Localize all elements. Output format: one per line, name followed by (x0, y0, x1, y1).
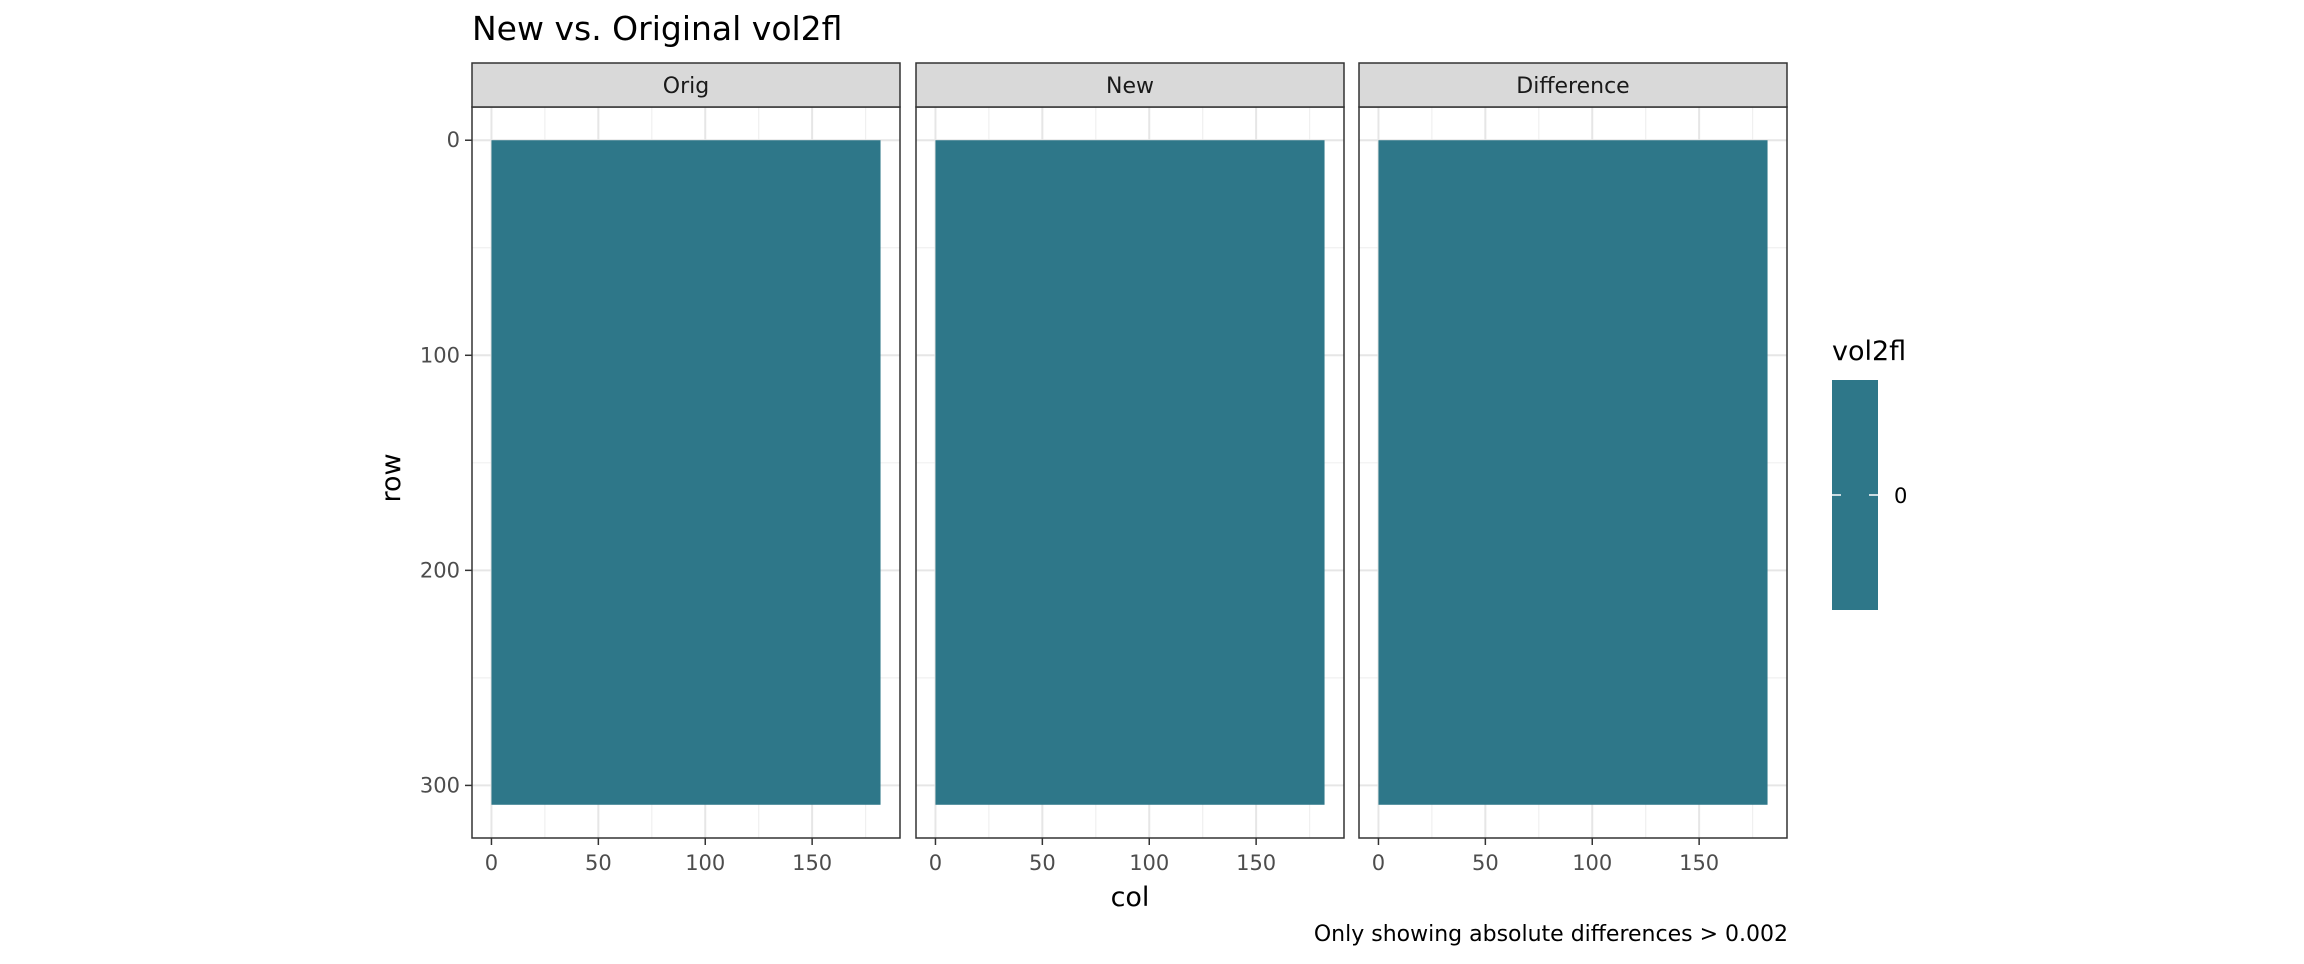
facet-strip-label: Orig (663, 74, 709, 99)
facet-strip-label: Difference (1516, 74, 1629, 99)
chart-caption: Only showing absolute differences > 0.00… (1314, 922, 1788, 947)
y-tick-label: 0 (447, 128, 460, 152)
facet-strip-label: New (1106, 74, 1154, 99)
x-tick-label: 150 (792, 851, 832, 875)
heatmap-cells (935, 140, 1325, 805)
x-tick-label: 100 (1572, 851, 1612, 875)
x-tick-label: 50 (1472, 851, 1499, 875)
facet-panel-new: New 0 50 100 150 (915, 62, 1345, 875)
legend: 0 (1832, 380, 1907, 610)
y-tick-label: 300 (420, 773, 460, 797)
x-tick-label: 0 (929, 851, 942, 875)
facet-panel-orig: Orig 0 50 100 150 0 100 200 300 (420, 62, 901, 875)
facet-panel-difference: Difference 0 50 100 150 (1358, 62, 1788, 875)
x-tick-label: 0 (1372, 851, 1385, 875)
x-tick-label: 50 (585, 851, 612, 875)
legend-title: vol2fl (1832, 336, 1906, 367)
facet-strip (915, 62, 1345, 108)
x-axis-label: col (1111, 882, 1150, 913)
x-tick-label: 150 (1679, 851, 1719, 875)
chart-title: New vs. Original vol2fl (472, 9, 842, 48)
x-tick-label: 100 (1129, 851, 1169, 875)
legend-break-label: 0 (1894, 484, 1907, 508)
y-tick-label: 100 (420, 343, 460, 367)
heatmap-cells (1378, 140, 1768, 805)
heatmap-cells (491, 140, 881, 805)
facet-strip (1358, 62, 1788, 108)
x-tick-label: 0 (485, 851, 498, 875)
x-tick-label: 50 (1029, 851, 1056, 875)
y-tick-label: 200 (420, 558, 460, 582)
y-axis-label: row (376, 453, 407, 502)
x-tick-label: 100 (685, 851, 725, 875)
facet-strip (471, 62, 901, 108)
x-tick-label: 150 (1236, 851, 1276, 875)
